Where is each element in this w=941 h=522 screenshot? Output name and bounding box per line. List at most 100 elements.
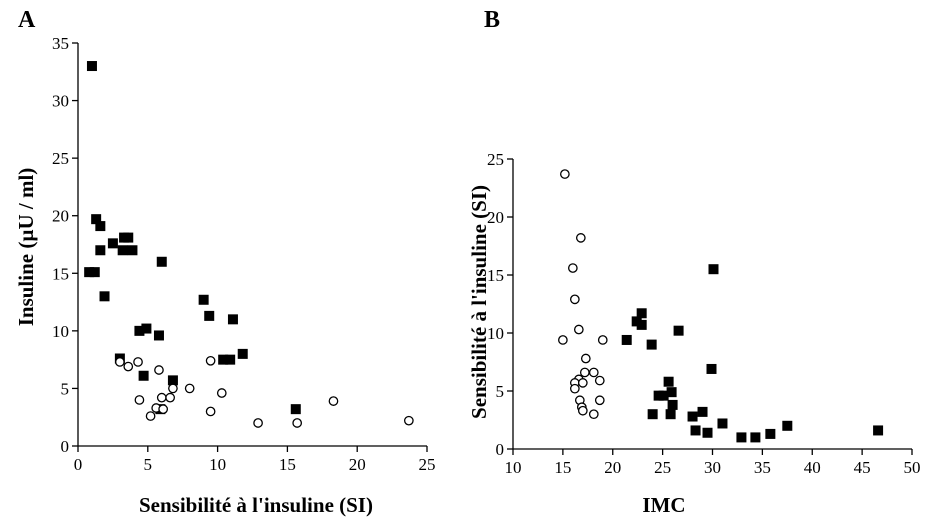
panel-b-data-point-filled-square — [750, 432, 761, 443]
panel-a-data-point-open-circle — [123, 361, 134, 372]
panel-b-data-point-filled-square — [717, 418, 728, 429]
panel-b-x-axis-title: IMC — [642, 493, 685, 517]
panel-b-data-point-open-circle — [569, 383, 580, 394]
panel-a-data-point-filled-square — [95, 221, 106, 232]
panel-a-data-point-filled-square — [127, 245, 138, 256]
panel-a-data-point-filled-square — [84, 267, 95, 278]
panel-b-data-point-open-circle — [577, 378, 588, 388]
panel-b-data-point-filled-square — [673, 325, 684, 336]
panel-b-x-tick-label: 20 — [604, 458, 621, 477]
panel-a-scatter-plot: 0 5 10 15 20 25 0 5 10 15 20 25 30 35 — [52, 34, 436, 474]
panel-b-data-point-filled-square — [697, 406, 708, 417]
panel-a-data-point-open-circle — [328, 396, 339, 406]
panel-a-data-point-filled-square — [99, 291, 110, 302]
panel-a-x-tick-label: 10 — [209, 455, 226, 474]
panel-a-data-point-open-circle — [184, 383, 195, 394]
panel-b-data-point-open-circle — [567, 263, 578, 273]
panel-a-y-tick-label: 35 — [52, 34, 69, 53]
panel-a-data-point-open-circle — [115, 357, 125, 367]
panel-a-data-point-open-circle — [154, 365, 164, 375]
panel-b-data-point-open-circle — [579, 367, 590, 378]
panel-a-x-tick-label: 5 — [144, 455, 153, 474]
panel-b-data-point-open-circle — [594, 375, 605, 386]
panel-a-x-tick-label: 0 — [74, 455, 83, 474]
panel-a-data-point-filled-square — [204, 310, 215, 321]
panel-b-data-point-filled-square — [690, 425, 701, 436]
panel-a-data-point-open-circle — [205, 406, 216, 417]
panel-b-y-tick-label: 10 — [487, 324, 504, 343]
panel-a-data-point-filled-square — [134, 325, 145, 336]
panel-a-data-point-filled-square — [117, 245, 128, 256]
panel-a-data-point-open-circle — [145, 411, 156, 421]
panel-a-data-point-filled-square — [107, 238, 118, 249]
panel-b-x-tick-label: 10 — [505, 458, 522, 477]
panel-a-data-point-filled-square — [86, 61, 97, 72]
panel-a-data-point-filled-square — [138, 370, 149, 381]
panel-a-y-axis-title: Insuline (µU / ml) — [14, 168, 38, 327]
panel-a-data-point-open-circle — [216, 388, 227, 398]
panel-b-y-tick-label: 20 — [487, 208, 504, 227]
panel-a-y-tick-label: 15 — [52, 264, 69, 283]
panel-b-data-point-filled-square — [782, 420, 793, 431]
panel-b-x-tick-label: 15 — [554, 458, 571, 477]
panel-b-data-point-filled-square — [873, 425, 884, 436]
panel-b-x-tick-label: 35 — [754, 458, 771, 477]
panel-b-data-point-filled-square — [636, 308, 647, 319]
panel-b-data-point-filled-square — [736, 432, 747, 443]
panel-a-data-point-filled-square — [95, 245, 106, 256]
panel-a-data-point-open-circle — [253, 418, 263, 428]
panel-b-data-point-filled-square — [658, 390, 669, 401]
panel-a-data-point-open-circle — [404, 415, 414, 426]
panel-letter-a: A — [18, 7, 36, 33]
panel-b-data-point-filled-square — [665, 409, 676, 420]
panel-b-scatter-plot: 10 15 20 25 30 35 40 45 50 0 5 10 15 20 25 — [487, 150, 921, 477]
panel-a-y-tick-label: 10 — [52, 322, 69, 341]
panel-b-x-tick-label: 40 — [804, 458, 821, 477]
panel-a-data-point-filled-square — [156, 256, 167, 267]
panel-a-data-point-filled-square — [218, 354, 229, 365]
panel-b-data-point-filled-square — [621, 334, 632, 345]
panel-b-x-tick-label: 45 — [854, 458, 871, 477]
panel-a-x-tick-label: 20 — [349, 455, 366, 474]
panel-b-data-point-open-circle — [560, 169, 570, 179]
panel-b-data-point-open-circle — [569, 294, 580, 305]
panel-b-data-point-open-circle — [575, 233, 586, 243]
panel-letter-b: B — [484, 7, 500, 33]
panel-a-data-point-open-circle — [134, 395, 145, 405]
panel-b-y-tick-label: 25 — [487, 150, 504, 169]
panel-b-data-point-filled-square — [708, 264, 719, 275]
panel-a-data-point-open-circle — [156, 392, 167, 403]
panel-b-data-point-open-circle — [597, 335, 608, 345]
panel-b-data-point-filled-square — [667, 399, 678, 410]
panel-b-data-point-filled-square — [706, 363, 717, 374]
panel-a-data-point-filled-square — [167, 375, 178, 386]
panel-a-x-tick-label: 15 — [279, 455, 296, 474]
panel-b-x-tick-label: 25 — [654, 458, 671, 477]
panel-a-y-tick-label: 5 — [61, 379, 70, 398]
panel-b-data-point-filled-square — [687, 411, 698, 422]
panel-a-data-point-filled-square — [123, 232, 134, 243]
panel-a-data-point-filled-square — [141, 323, 152, 334]
panel-b-data-point-open-circle — [577, 405, 588, 416]
panel-b-data-point-filled-square — [646, 339, 657, 350]
panel-a-data-point-open-circle — [168, 383, 178, 394]
panel-a-data-point-open-circle — [165, 392, 175, 403]
panel-b-data-point-filled-square — [636, 319, 647, 330]
panel-a-data-point-open-circle — [292, 418, 303, 428]
panel-b-data-point-open-circle — [588, 409, 599, 420]
panel-a-data-point-open-circle — [205, 355, 216, 366]
panel-b-data-point-open-circle — [594, 395, 605, 406]
panel-b-data-point-open-circle — [573, 324, 584, 335]
panel-b-data-point-open-circle — [558, 335, 568, 345]
panel-b-data-point-filled-square — [702, 427, 713, 438]
panel-a-data-point-filled-square — [91, 214, 102, 225]
panel-b-data-point-filled-square — [647, 409, 658, 420]
panel-a-y-tick-label: 20 — [52, 207, 69, 226]
panel-a-y-tick-label: 30 — [52, 92, 69, 111]
panel-a-data-point-filled-square — [227, 314, 238, 325]
panel-a-x-tick-label: 25 — [419, 455, 436, 474]
panel-a-x-axis-title: Sensibilité à l'insuline (SI) — [139, 493, 373, 517]
panel-b-data-point-open-circle — [588, 367, 599, 378]
panel-b-x-tick-label: 50 — [904, 458, 921, 477]
